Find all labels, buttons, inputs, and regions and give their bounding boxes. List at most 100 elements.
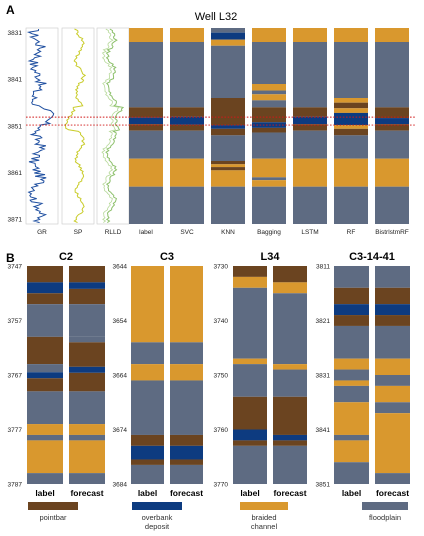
well-label-column: label	[27, 266, 63, 498]
legend-swatch	[240, 502, 288, 510]
well-forecast-column: forecast	[273, 266, 307, 498]
depth-tick-label: 3777	[8, 427, 23, 434]
facies-segment-floodplain	[334, 385, 369, 403]
facies-column-bistrlstmrf: BistrlstmRF	[375, 28, 409, 236]
legend-label: floodplain	[369, 513, 401, 522]
depth-tick-label: 3684	[113, 481, 128, 488]
column-label: label	[240, 488, 259, 498]
legend-label: pointbar	[39, 513, 67, 522]
facies-segment-floodplain	[334, 186, 368, 224]
facies-segment-braided	[334, 440, 369, 463]
log-curve-sp	[64, 28, 87, 224]
facies-segment-floodplain	[334, 266, 369, 288]
facies-segment-floodplain	[252, 90, 286, 95]
facies-segment-braided	[170, 158, 204, 187]
facies-segment-floodplain	[27, 473, 63, 484]
column-label: forecast	[70, 488, 103, 498]
depth-tick-label: 3787	[8, 481, 23, 488]
log-track-sp	[61, 27, 95, 225]
facies-segment-braided	[293, 158, 327, 187]
facies-segment-floodplain	[375, 42, 409, 108]
facies-segment-pointbar	[131, 459, 164, 465]
depth-tick-label: 3750	[214, 372, 229, 379]
facies-segment-overbank	[375, 304, 410, 316]
facies-segment-braided	[211, 164, 245, 168]
facies-segment-braided	[211, 39, 245, 46]
facies-segment-pointbar	[375, 124, 409, 131]
facies-segment-braided	[129, 158, 163, 187]
well-forecast-column: forecast	[170, 266, 203, 498]
depth-tick-label: 3831	[8, 30, 23, 37]
depth-tick-label: 3811	[316, 263, 330, 270]
facies-segment-pointbar	[69, 266, 105, 283]
legend-swatch	[132, 502, 182, 510]
column-name: SVC	[180, 229, 194, 236]
facies-segment-overbank	[211, 125, 245, 129]
facies-segment-braided	[334, 98, 368, 103]
facies-column-bagging: Bagging	[252, 28, 286, 236]
facies-segment-floodplain	[252, 100, 286, 108]
column-name: LSTM	[301, 229, 318, 236]
facies-segment-pointbar	[170, 107, 204, 117]
column-name: RF	[347, 229, 356, 236]
facies-segment-braided	[375, 158, 409, 187]
facies-segment-floodplain	[211, 45, 245, 98]
facies-segment-pointbar	[27, 293, 63, 305]
facies-segment-overbank	[233, 429, 267, 441]
facies-segment-pointbar	[334, 287, 369, 305]
facies-segment-floodplain	[27, 391, 63, 425]
facies-segment-pointbar	[252, 107, 286, 123]
facies-segment-floodplain	[293, 42, 327, 108]
legend-label: overbank deposit	[142, 513, 173, 531]
facies-segment-floodplain	[375, 266, 410, 288]
facies-segment-floodplain	[69, 434, 105, 441]
facies-segment-overbank	[170, 445, 203, 460]
log-track-name: SP	[74, 229, 83, 236]
facies-column-knn: KNN	[211, 28, 245, 236]
facies-segment-pointbar	[211, 161, 245, 165]
depth-tick-label: 3740	[214, 318, 229, 325]
facies-segment-braided	[334, 108, 368, 113]
facies-segment-floodplain	[170, 130, 204, 159]
facies-segment-pointbar	[211, 128, 245, 136]
facies-segment-floodplain	[334, 325, 369, 359]
depth-tick-label: 3757	[8, 318, 23, 325]
facies-segment-floodplain	[170, 464, 203, 484]
facies-segment-overbank	[27, 282, 63, 294]
facies-segment-floodplain	[69, 336, 105, 343]
facies-segment-floodplain	[69, 391, 105, 425]
facies-segment-overbank	[211, 32, 245, 40]
facies-segment-pointbar	[69, 288, 105, 305]
facies-segment-floodplain	[170, 342, 203, 365]
depth-tick-label: 3841	[316, 427, 331, 434]
facies-segment-braided	[252, 158, 286, 178]
facies-column-lstm: LSTM	[293, 28, 327, 236]
facies-segment-floodplain	[233, 287, 267, 359]
facies-segment-floodplain	[273, 445, 307, 484]
facies-segment-pointbar	[375, 107, 409, 119]
facies-segment-overbank	[252, 122, 286, 128]
facies-segment-floodplain	[211, 186, 245, 224]
depth-tick-label: 3821	[316, 318, 331, 325]
facies-segment-floodplain	[334, 434, 369, 441]
facies-segment-floodplain	[69, 473, 105, 484]
facies-segment-braided	[334, 125, 368, 129]
facies-segment-pointbar	[27, 336, 63, 365]
facies-segment-floodplain	[129, 186, 163, 224]
column-label: forecast	[376, 488, 409, 498]
facies-segment-floodplain	[131, 342, 164, 365]
facies-segment-overbank	[273, 434, 307, 441]
facies-segment-overbank	[334, 112, 368, 126]
legend-label: braided channel	[251, 513, 278, 531]
facies-segment-floodplain	[252, 177, 286, 181]
facies-column-svc: SVC	[170, 28, 204, 236]
column-label: label	[35, 488, 54, 498]
facies-segment-overbank	[170, 116, 204, 125]
depth-tick-label: 3767	[8, 372, 23, 379]
facies-segment-braided	[375, 358, 410, 375]
facies-segment-braided	[334, 158, 368, 187]
facies-segment-braided	[375, 28, 409, 42]
facies-segment-braided	[252, 94, 286, 101]
facies-segment-braided	[334, 380, 369, 386]
facies-segment-pointbar	[233, 440, 267, 446]
